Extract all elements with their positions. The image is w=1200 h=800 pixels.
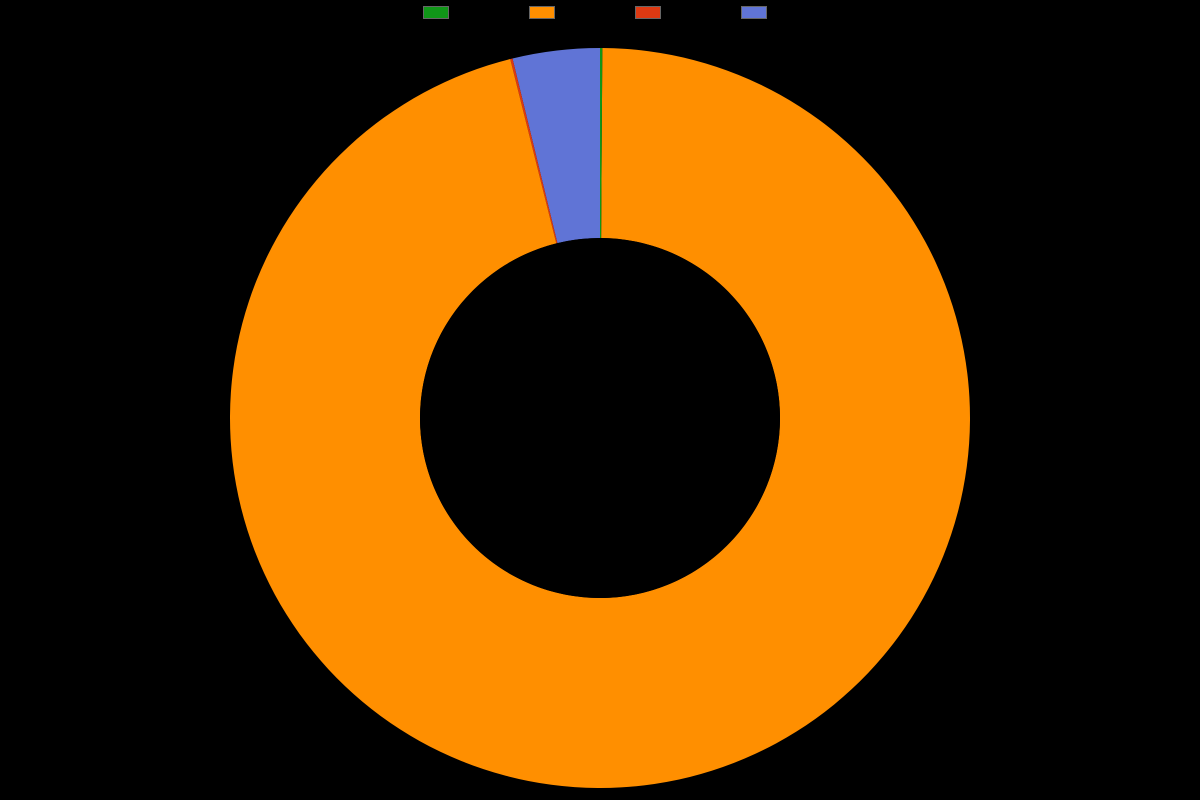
legend-swatch-1	[529, 6, 555, 19]
legend-label-0	[455, 7, 459, 19]
legend-item-0	[423, 6, 459, 19]
legend-swatch-3	[741, 6, 767, 19]
legend-item-2	[635, 6, 671, 19]
legend-swatch-2	[635, 6, 661, 19]
chart-legend	[0, 6, 1200, 19]
donut-hole	[420, 238, 780, 598]
legend-label-3	[773, 7, 777, 19]
legend-item-3	[741, 6, 777, 19]
legend-label-2	[667, 7, 671, 19]
legend-item-1	[529, 6, 565, 19]
legend-swatch-0	[423, 6, 449, 19]
legend-label-1	[561, 7, 565, 19]
donut-chart	[230, 48, 970, 788]
donut-svg	[230, 48, 970, 788]
